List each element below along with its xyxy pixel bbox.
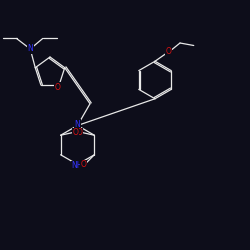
Text: O: O — [73, 128, 78, 137]
Text: N: N — [28, 44, 33, 54]
Text: NH: NH — [72, 161, 83, 170]
Text: O: O — [76, 128, 82, 137]
Text: O: O — [80, 160, 86, 169]
Text: O: O — [55, 83, 61, 92]
Text: O: O — [166, 47, 172, 56]
Text: N: N — [74, 120, 80, 129]
